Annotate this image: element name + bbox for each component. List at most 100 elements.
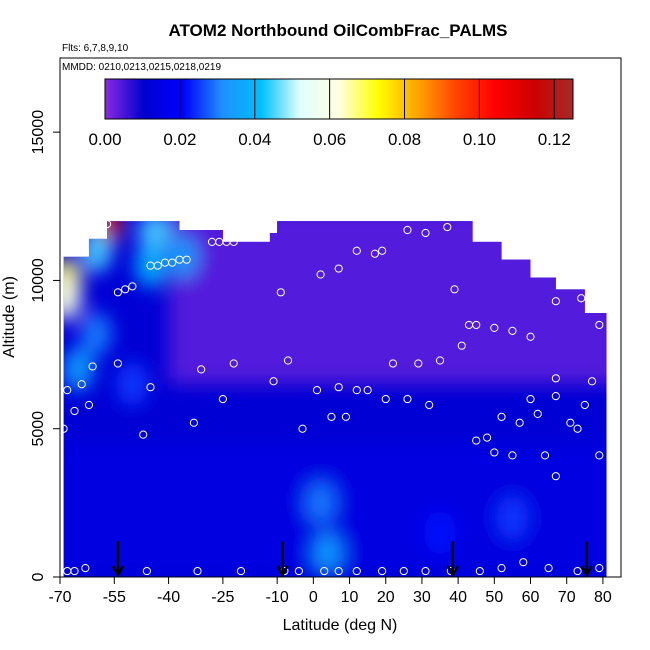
heatmap-hotspot: [116, 362, 149, 407]
flight-arrows: [111, 541, 593, 578]
observation-point: [153, 261, 162, 270]
observation-point: [327, 412, 336, 421]
heatmap-hotspot: [424, 510, 457, 555]
observation-point: [497, 412, 506, 421]
heatmap-hotspot: [80, 228, 113, 273]
observation-point: [352, 246, 361, 255]
observation-point: [294, 566, 303, 576]
y-tick-label: 15000: [30, 110, 47, 155]
observation-point: [533, 409, 542, 418]
heatmap-hotspot: [167, 234, 200, 279]
observation-point: [77, 380, 86, 389]
observation-point: [443, 222, 452, 232]
heatmap-hotspot: [80, 311, 113, 356]
observation-point: [269, 377, 278, 386]
y-axis: 0 5000 10000 15000: [30, 110, 60, 581]
x-tick-label: 50: [485, 589, 503, 606]
colorbar-tick-label: 0.12: [538, 130, 571, 149]
observation-point: [577, 294, 586, 303]
flight-arrow: [580, 541, 593, 578]
x-tick-label: 30: [413, 589, 431, 606]
heatmap-field: [63, 221, 607, 577]
observation-point: [70, 566, 79, 576]
observation-point: [595, 451, 604, 460]
observation-point: [81, 564, 90, 573]
heatmap-hotspot: [304, 480, 337, 525]
x-tick-label: 60: [522, 589, 540, 606]
observation-point: [482, 433, 492, 442]
observation-point: [298, 424, 307, 433]
observation-point: [236, 219, 246, 229]
observation-point: [508, 451, 517, 460]
observation-point: [229, 219, 238, 229]
observation-point: [378, 246, 387, 255]
observation-point: [472, 436, 481, 445]
chart-title: ATOM2 Northbound OilCombFrac_PALMS: [168, 21, 507, 40]
observation-point: [587, 377, 597, 386]
observation-point: [121, 285, 130, 294]
observation-point: [276, 288, 285, 297]
plot-frame: [59, 57, 622, 578]
colorbar-tick-label: 0.08: [388, 130, 421, 149]
observation-point: [566, 418, 575, 427]
flight-arrow-head: [580, 565, 593, 578]
heatmap-hotspot: [63, 347, 95, 392]
observation-point: [551, 374, 560, 383]
x-tick-label: -55: [103, 589, 126, 606]
observation-point: [551, 391, 560, 401]
observation-point: [352, 386, 361, 395]
observation-point: [229, 359, 238, 368]
observation-point: [381, 394, 390, 404]
heatmap-clipped: [63, 221, 607, 577]
observation-point: [457, 341, 466, 350]
observation-point: [526, 394, 535, 404]
flight-arrow: [446, 541, 459, 578]
dates-text: MMDD: 0210,0213,0215,0218,0219: [62, 62, 221, 73]
observation-point: [113, 288, 123, 297]
observation-point: [403, 225, 412, 235]
colorbar-tick-label: 0.04: [238, 130, 271, 149]
observation-point: [146, 383, 155, 392]
observation-point: [540, 451, 550, 460]
observation-point: [168, 258, 177, 267]
x-tick-label: 70: [558, 589, 576, 606]
flight-arrow-head: [111, 565, 125, 578]
observation-point: [128, 282, 137, 291]
colorbar: 0.00 0.02 0.04 0.06 0.08 0.10 0.12: [88, 78, 574, 149]
observation-point: [63, 386, 72, 395]
observation-point: [312, 386, 322, 395]
flights-text: Flts: 6,7,8,9,10: [62, 43, 129, 54]
observation-point: [197, 365, 206, 374]
observation-point: [218, 394, 227, 404]
observation-point: [490, 323, 499, 332]
x-tick-label: -40: [157, 589, 180, 606]
observation-point: [551, 472, 560, 481]
x-tick-label: -10: [266, 589, 289, 606]
observation-point: [334, 566, 343, 576]
observation-point: [450, 285, 459, 294]
observation-point: [421, 228, 430, 238]
heatmap-hotspot: [138, 221, 171, 255]
observation-point: [435, 356, 445, 365]
observation-point: [370, 249, 379, 258]
y-axis-label: Altitude (m): [1, 276, 18, 358]
x-tick-label: 10: [341, 589, 359, 606]
observation-point: [378, 566, 387, 576]
x-axis-label: Latitude (deg N): [283, 617, 398, 634]
observation-point: [573, 424, 582, 433]
observation-point: [595, 564, 604, 573]
observation-point: [283, 356, 293, 365]
observation-point: [475, 566, 484, 576]
observation-point: [334, 383, 343, 392]
observation-point: [551, 297, 560, 306]
observation-point: [102, 219, 112, 229]
observation-point: [229, 237, 238, 246]
flight-arrow: [111, 541, 125, 578]
observation-point: [519, 558, 528, 567]
heatmap-upper-band: [168, 221, 607, 385]
x-tick-label: -25: [211, 589, 234, 606]
observation-point: [363, 386, 372, 395]
observation-point: [352, 566, 361, 576]
observation-point: [399, 566, 408, 576]
